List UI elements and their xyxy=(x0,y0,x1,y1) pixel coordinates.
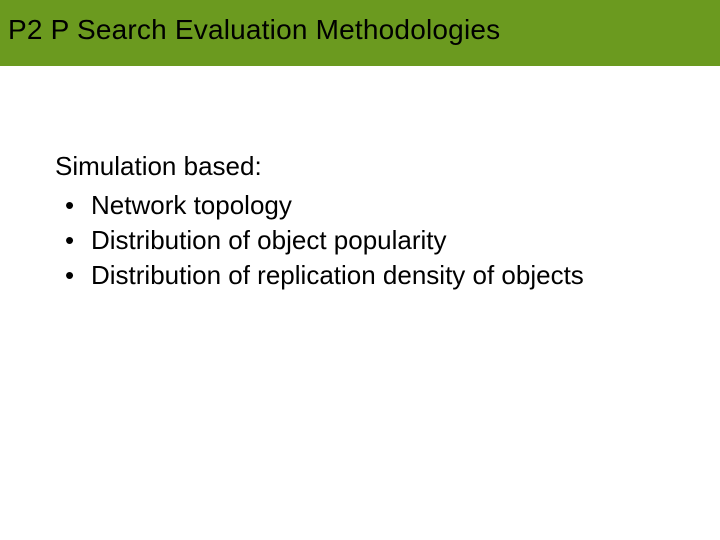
title-bar: P2 P Search Evaluation Methodologies xyxy=(0,0,720,66)
slide-content: Simulation based: Network topology Distr… xyxy=(0,66,720,293)
list-item: Network topology xyxy=(61,188,670,223)
slide-title: P2 P Search Evaluation Methodologies xyxy=(8,14,710,46)
list-item: Distribution of replication density of o… xyxy=(61,258,670,293)
list-item: Distribution of object popularity xyxy=(61,223,670,258)
slide: P2 P Search Evaluation Methodologies Sim… xyxy=(0,0,720,540)
bullet-list: Network topology Distribution of object … xyxy=(55,188,670,293)
content-lead: Simulation based: xyxy=(55,151,670,182)
